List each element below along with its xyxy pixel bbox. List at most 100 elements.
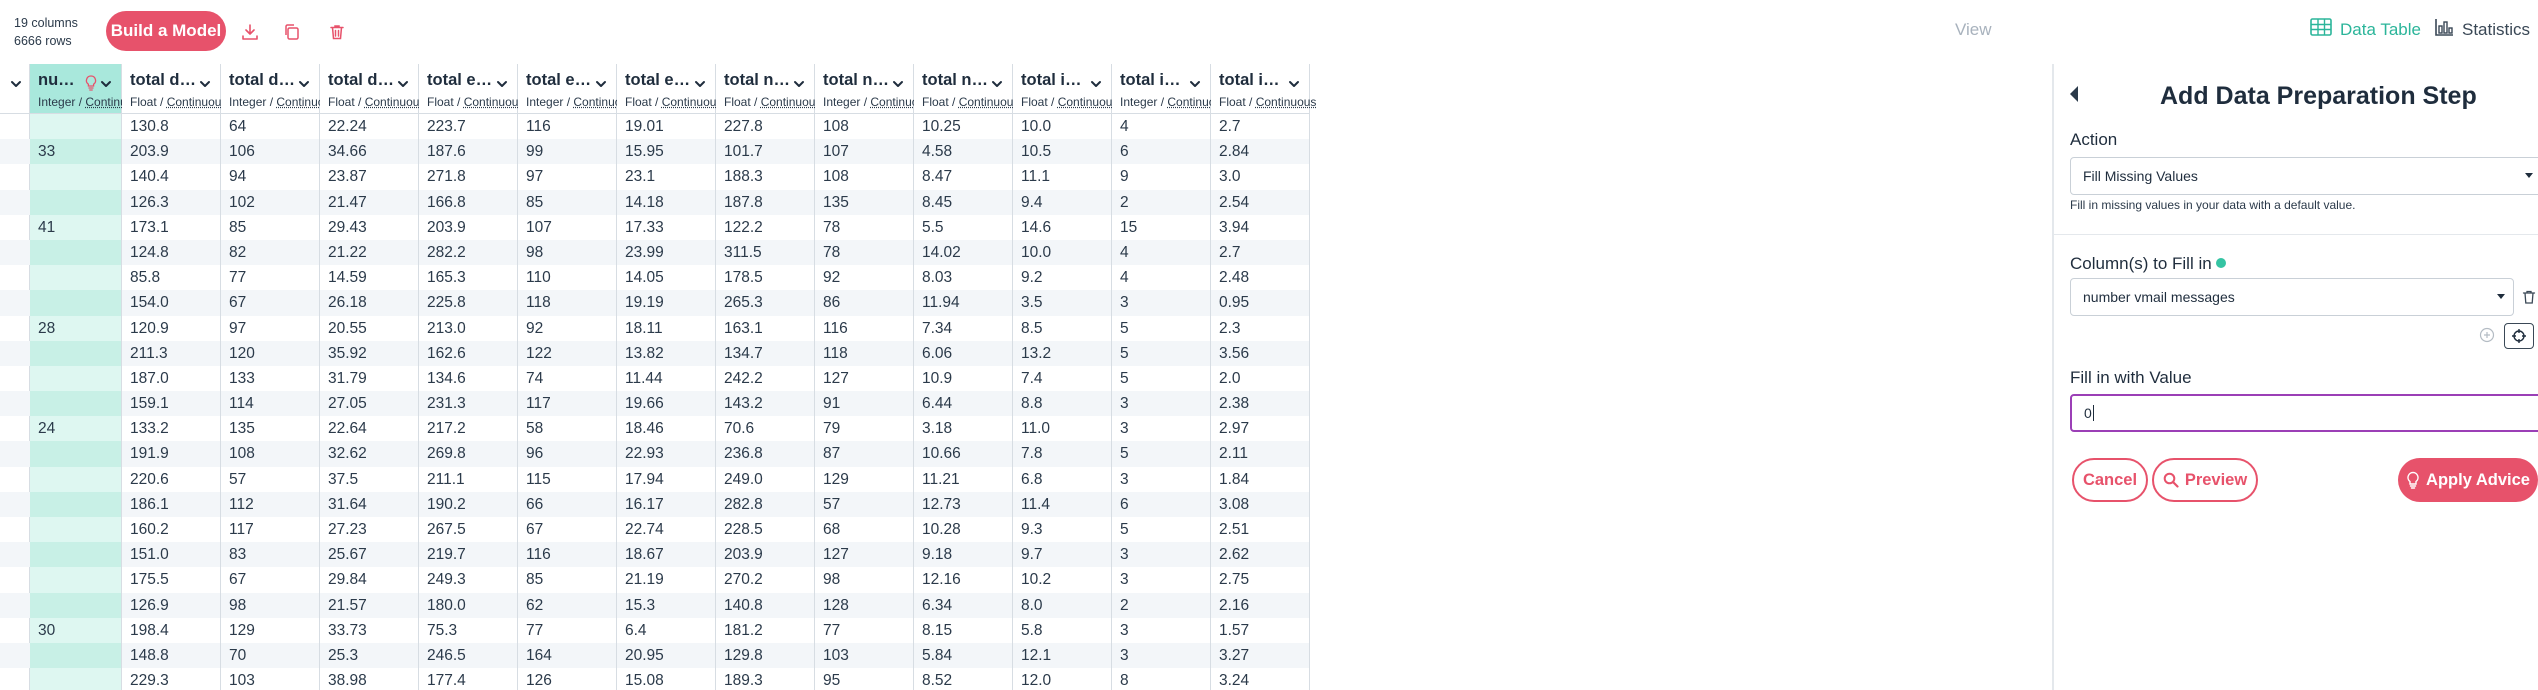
table-cell[interactable]: 9 <box>1120 168 1129 186</box>
table-cell[interactable]: 87 <box>815 441 913 467</box>
table-cell[interactable] <box>30 164 121 190</box>
table-cell[interactable]: 181.2 <box>724 621 763 639</box>
table-cell[interactable]: 175.5 <box>130 571 169 589</box>
table-cell[interactable]: 126 <box>526 672 552 690</box>
table-column[interactable]: total day char... Float / Continuous 22.24… <box>320 64 425 690</box>
table-cell[interactable]: 227.8 <box>724 118 763 135</box>
table-cell[interactable]: 2.38 <box>1211 391 1309 417</box>
table-cell[interactable]: 3.08 <box>1211 491 1309 517</box>
table-cell[interactable]: 77 <box>229 269 247 287</box>
table-cell[interactable]: 82 <box>221 239 319 266</box>
table-column[interactable]: total night mi... Float / Continuous 227.8… <box>716 64 821 690</box>
table-cell[interactable]: 148.8 <box>122 642 220 669</box>
table-cell[interactable]: 129 <box>823 470 849 488</box>
table-cell[interactable]: 154.0 <box>122 290 220 316</box>
table-cell[interactable]: 8.47 <box>922 168 953 186</box>
table-cell[interactable]: 85 <box>526 571 544 589</box>
table-cell[interactable]: 3.24 <box>1219 672 1250 690</box>
table-cell[interactable]: 219.7 <box>419 542 517 568</box>
preview-button[interactable]: Preview <box>2152 458 2258 502</box>
table-cell[interactable]: 6.06 <box>914 340 1012 366</box>
table-cell[interactable]: 92 <box>823 269 841 287</box>
table-cell[interactable]: 99 <box>518 139 616 165</box>
chevron-down-icon[interactable] <box>891 77 905 91</box>
table-cell[interactable]: 19.66 <box>617 391 715 417</box>
table-cell[interactable]: 6.4 <box>625 621 647 639</box>
table-cell[interactable]: 188.3 <box>724 168 763 186</box>
table-cell[interactable]: 41 <box>30 214 121 240</box>
table-cell[interactable]: 3 <box>1112 391 1210 417</box>
table-cell[interactable]: 3 <box>1120 420 1129 438</box>
table-cell[interactable]: 166.8 <box>419 189 517 215</box>
table-cell[interactable]: 98 <box>221 592 319 618</box>
table-cell[interactable]: 134.6 <box>427 369 466 387</box>
table-cell[interactable]: 127 <box>815 542 913 568</box>
table-cell[interactable]: 126.9 <box>122 592 220 618</box>
table-cell[interactable]: 22.93 <box>617 441 715 467</box>
table-cell[interactable]: 16.17 <box>617 491 715 517</box>
data-table-tab[interactable]: Data Table <box>2310 18 2421 41</box>
table-cell[interactable]: 2.84 <box>1211 139 1309 165</box>
chevron-down-icon[interactable] <box>1287 77 1301 91</box>
table-cell[interactable]: 27.23 <box>328 521 367 538</box>
table-cell[interactable]: 5 <box>1120 319 1129 337</box>
table-cell[interactable]: 118 <box>518 290 616 316</box>
table-cell[interactable]: 3.0 <box>1219 168 1241 186</box>
table-cell[interactable]: 78 <box>815 239 913 266</box>
chevron-down-icon[interactable] <box>693 77 707 91</box>
table-column[interactable]: total internat...Float / Continuous10.01… <box>1013 64 1118 690</box>
table-cell[interactable]: 34.66 <box>320 139 418 165</box>
table-cell[interactable]: 267.5 <box>427 521 466 538</box>
table-cell[interactable]: 6.44 <box>914 391 1012 417</box>
table-cell[interactable]: 186.1 <box>122 491 220 517</box>
table-cell[interactable]: 21.19 <box>625 571 664 589</box>
table-cell[interactable]: 18.11 <box>625 319 663 337</box>
table-cell[interactable]: 108 <box>823 168 849 186</box>
table-cell[interactable]: 135 <box>229 420 255 438</box>
table-cell[interactable]: 21.57 <box>320 592 418 618</box>
table-cell[interactable]: 198.4 <box>130 621 169 639</box>
table-cell[interactable]: 86 <box>815 290 913 316</box>
table-cell[interactable]: 37.5 <box>328 470 359 488</box>
column-header[interactable]: total day callsInteger / Continuous <box>221 64 337 114</box>
table-cell[interactable]: 70.6 <box>724 420 755 438</box>
table-cell[interactable]: 94 <box>229 168 247 186</box>
table-cell[interactable]: 25.67 <box>320 542 418 568</box>
table-cell[interactable]: 85 <box>229 218 247 236</box>
table-cell[interactable]: 28 <box>30 315 121 341</box>
table-cell[interactable]: 83 <box>221 542 319 568</box>
table-cell[interactable]: 249.3 <box>427 571 466 589</box>
table-cell[interactable]: 117 <box>518 391 616 417</box>
table-cell[interactable]: 9.18 <box>914 542 1012 568</box>
build-model-button[interactable]: Build a Model <box>106 11 226 51</box>
table-cell[interactable]: 22.24 <box>328 118 367 135</box>
table-cell[interactable]: 116 <box>526 118 551 135</box>
table-cell[interactable]: 10.9 <box>922 369 953 387</box>
table-cell[interactable]: 246.5 <box>419 642 517 669</box>
table-cell[interactable]: 5.8 <box>1021 621 1043 639</box>
table-cell[interactable]: 151.0 <box>122 542 220 568</box>
column-header[interactable]: total day min... Float / Continuous <box>122 64 227 114</box>
apply-advice-button[interactable]: Apply Advice <box>2398 458 2538 502</box>
chevron-down-icon[interactable] <box>396 77 410 91</box>
table-cell[interactable]: 2.16 <box>1211 592 1309 618</box>
table-cell[interactable]: 236.8 <box>716 441 814 467</box>
remove-column-button[interactable] <box>2518 286 2538 308</box>
table-cell[interactable]: 7.4 <box>1021 369 1043 387</box>
table-cell[interactable]: 15.95 <box>617 139 715 165</box>
table-cell[interactable]: 23.1 <box>625 168 656 186</box>
table-cell[interactable]: 203.9 <box>122 139 220 165</box>
table-cell[interactable]: 126.3 <box>122 189 220 215</box>
table-cell[interactable]: 10.66 <box>914 441 1012 467</box>
table-cell[interactable]: 23.87 <box>328 168 367 186</box>
chevron-down-icon[interactable] <box>990 77 1004 91</box>
table-cell[interactable]: 3.5 <box>1013 290 1111 316</box>
table-cell[interactable] <box>30 542 121 568</box>
table-cell[interactable] <box>30 517 121 543</box>
table-cell[interactable]: 6.34 <box>914 592 1012 618</box>
table-cell[interactable]: 5.5 <box>922 218 944 236</box>
table-cell[interactable]: 12.0 <box>1021 672 1052 690</box>
table-cell[interactable] <box>30 114 121 140</box>
chevron-down-icon[interactable] <box>99 77 113 91</box>
table-cell[interactable]: 64 <box>229 118 247 135</box>
